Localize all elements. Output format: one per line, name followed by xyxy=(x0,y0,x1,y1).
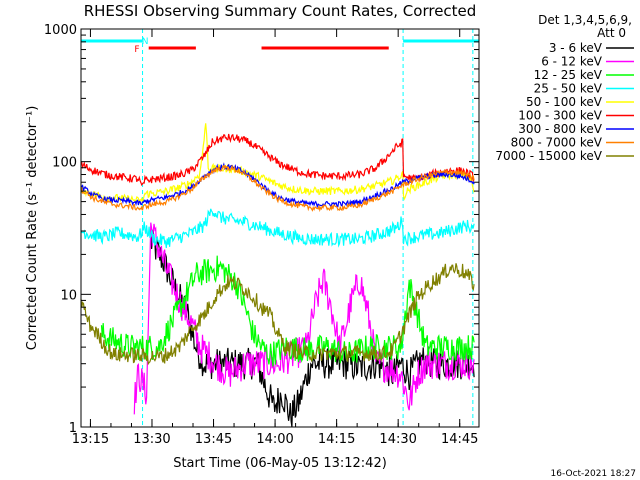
x-tick-label-0: 13:15 xyxy=(72,432,109,447)
legend-label-5: 50 - 100 keV xyxy=(526,95,603,109)
y-tick-label-2: 100 xyxy=(52,156,77,171)
night-flag-label: N xyxy=(142,37,149,47)
y-axis-label: Corrected Count Rate (s⁻¹ detector⁻¹) xyxy=(25,106,40,351)
x-tick-label-6: 14:45 xyxy=(441,432,478,447)
x-tick-label-3: 14:00 xyxy=(256,432,293,447)
y-tick-label-1: 10 xyxy=(60,288,77,303)
legend-label-9: 7000 - 15000 keV xyxy=(495,149,602,163)
legend-label-8: 800 - 7000 keV xyxy=(511,136,603,150)
plot-area: NF xyxy=(80,29,479,427)
y-tick-label-0: 1 xyxy=(69,421,77,436)
x-axis-label: Start Time (06-May-05 13:12:42) xyxy=(173,456,387,471)
series-line-1 xyxy=(150,229,475,427)
legend-header-line-1: Det 1,3,4,5,6,9, xyxy=(538,13,632,27)
series-line-7 xyxy=(80,162,475,209)
y-axis: 1 10 100 1000 xyxy=(44,23,479,436)
x-axis: 13:15 13:30 13:45 14:00 14:15 14:30 14:45 xyxy=(72,29,478,447)
x-tick-label-2: 13:45 xyxy=(195,432,232,447)
flare-flag-label: F xyxy=(134,45,139,55)
legend-header-line-2: Att 0 xyxy=(597,26,626,40)
series-line-9 xyxy=(80,263,475,366)
legend-label-6: 100 - 300 keV xyxy=(518,109,602,123)
legend-label-3: 12 - 25 keV xyxy=(534,68,603,82)
legend-label-1: 3 - 6 keV xyxy=(549,41,603,55)
legend-label-4: 25 - 50 keV xyxy=(534,82,603,96)
x-tick-label-5: 14:30 xyxy=(379,432,416,447)
x-tick-label-4: 14:15 xyxy=(318,432,355,447)
plot-frame xyxy=(80,28,480,428)
legend-label-2: 6 - 12 keV xyxy=(541,55,603,69)
series-line-4 xyxy=(80,208,475,249)
series-line-5 xyxy=(80,123,475,205)
chart-title: RHESSI Observing Summary Count Rates, Co… xyxy=(84,2,477,20)
footer-date: 16-Oct-2021 18:27 xyxy=(551,469,636,479)
legend-label-7: 300 - 800 keV xyxy=(518,122,602,136)
series-line-6 xyxy=(80,133,475,187)
y-tick-label-3: 1000 xyxy=(44,23,77,38)
x-tick-label-1: 13:30 xyxy=(133,432,170,447)
series-line-8 xyxy=(80,164,475,213)
